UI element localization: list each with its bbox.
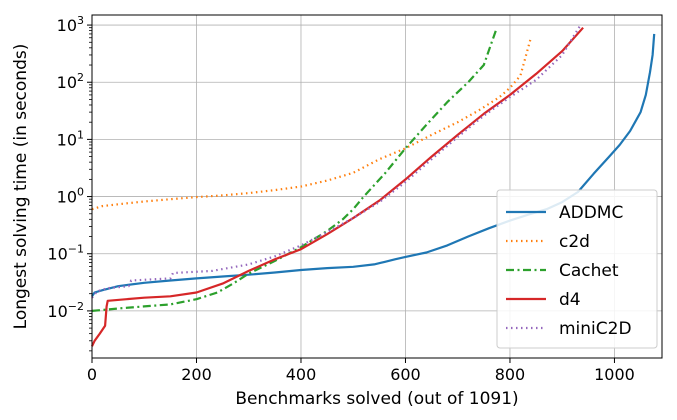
y-tick-label-exponent: 2: [77, 71, 84, 84]
plot-frame: [91, 14, 663, 359]
series-group: [91, 24, 656, 347]
y-tick-label-exponent: 0: [77, 186, 84, 199]
x-tick-label: 200: [181, 365, 212, 384]
y-tick-label-exponent: 3: [77, 14, 84, 27]
x-tick-label: 1000: [594, 365, 635, 384]
x-tick-label: 0: [87, 365, 97, 384]
legend-label-c2d: c2d: [559, 232, 590, 252]
y-axis-title: Longest solving time (in seconds): [11, 44, 31, 330]
x-tick-label: 600: [390, 365, 421, 384]
x-tick-label: 400: [286, 365, 317, 384]
y-tick-label-exponent: 1: [77, 128, 84, 141]
series-line-cachet: [91, 27, 498, 312]
x-tick-label: 800: [495, 365, 526, 384]
legend-label-cachet: Cachet: [559, 261, 619, 281]
y-tick-label-base: 10: [57, 73, 77, 92]
y-tick-label-base: 10: [57, 16, 77, 35]
y-tick-label-exponent: −2: [68, 300, 84, 313]
legend-label-addmc: ADDMC: [559, 203, 623, 223]
y-tick-label: 100: [57, 186, 84, 207]
series-line-d4: [91, 26, 584, 347]
series-line-addmc: [91, 33, 656, 297]
y-tick-label-base: 10: [57, 188, 77, 207]
series-line-minic2d: [91, 24, 582, 299]
y-tick-label: 101: [57, 128, 84, 149]
y-tick-label: 10−2: [47, 300, 84, 321]
y-tick-label-base: 10: [47, 245, 67, 264]
y-tick-label: 102: [57, 71, 84, 92]
y-tick-label-base: 10: [57, 130, 77, 149]
y-tick-label: 10−1: [47, 243, 84, 264]
y-tick-label-base: 10: [47, 302, 67, 321]
x-axis: 0 200 400 600 800 1000: [87, 358, 635, 384]
legend-label-minic2d: miniC2D: [559, 319, 632, 339]
legend: ADDMC c2d Cachet d4 miniC2D: [496, 189, 658, 349]
y-tick-label-exponent: −1: [68, 243, 84, 256]
x-axis-title: Benchmarks solved (out of 1091): [235, 389, 518, 409]
series-line-c2d: [91, 37, 532, 211]
legend-box: [496, 189, 658, 349]
y-tick-label: 103: [57, 14, 84, 35]
legend-label-d4: d4: [559, 290, 581, 310]
